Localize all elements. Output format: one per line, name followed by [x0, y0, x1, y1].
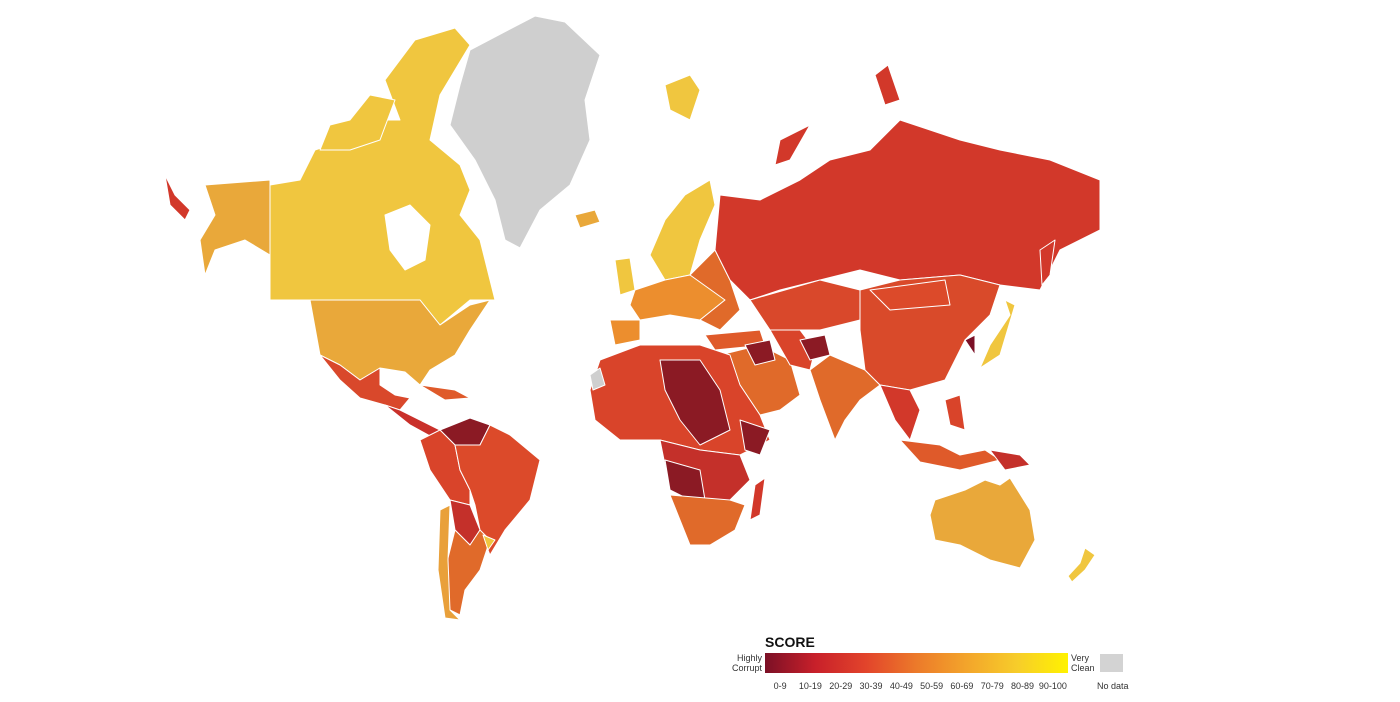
- papua: [989, 449, 1031, 471]
- legend-bin-label: 70-79: [980, 681, 1004, 691]
- australia: [929, 477, 1036, 569]
- iceland: [574, 209, 601, 229]
- india: [809, 354, 881, 441]
- madagascar: [749, 477, 766, 521]
- aleutian: [164, 174, 191, 221]
- legend-bin-label: 30-39: [859, 681, 883, 691]
- iberia: [609, 319, 641, 346]
- uk-ireland: [614, 257, 636, 296]
- arctic-islands: [319, 94, 396, 151]
- uruguay: [482, 534, 496, 551]
- korea: [964, 334, 976, 356]
- new-zealand: [1067, 547, 1096, 583]
- legend-gradient: [765, 653, 1068, 673]
- mongolia: [869, 279, 951, 311]
- hudson-bay: [384, 204, 431, 271]
- legend-high-label: Very Clean: [1071, 653, 1095, 673]
- mexico: [319, 354, 411, 411]
- legend-bin-label: 20-29: [829, 681, 853, 691]
- legend-low-label: Highly Corrupt: [731, 653, 762, 673]
- legend-title: SCORE: [765, 634, 815, 650]
- japan: [979, 299, 1016, 369]
- franz-josef: [874, 64, 901, 106]
- philippines: [944, 394, 966, 431]
- argentina: [444, 529, 491, 616]
- novaya-zemlya: [774, 124, 811, 166]
- legend-bin-label: 80-89: [1011, 681, 1035, 691]
- libya-sudan: [659, 359, 731, 446]
- caribbean: [419, 384, 471, 401]
- iraq-syria: [744, 339, 776, 366]
- indonesia: [899, 439, 1001, 471]
- chile: [437, 504, 461, 621]
- no-data-label: No data: [1097, 681, 1129, 691]
- svalbard: [664, 74, 701, 121]
- no-data-swatch: [1100, 654, 1123, 672]
- legend-bin-label: 0-9: [773, 681, 787, 691]
- southern-africa: [669, 494, 746, 546]
- horn-of-africa: [739, 419, 771, 456]
- legend-bin-label: 90-100: [1038, 681, 1067, 691]
- brazil: [454, 424, 541, 556]
- sakhalin: [1039, 239, 1056, 286]
- canada: [269, 27, 496, 326]
- greenland: [449, 15, 601, 249]
- southeast-asia: [879, 384, 921, 441]
- western-sahara: [589, 367, 606, 391]
- central-america: [384, 404, 441, 437]
- legend-bin-label: 50-59: [920, 681, 944, 691]
- legend-bin-label: 40-49: [889, 681, 913, 691]
- legend-bin-label: 10-19: [798, 681, 822, 691]
- legend-bin-label: 60-69: [950, 681, 974, 691]
- alaska: [199, 179, 271, 276]
